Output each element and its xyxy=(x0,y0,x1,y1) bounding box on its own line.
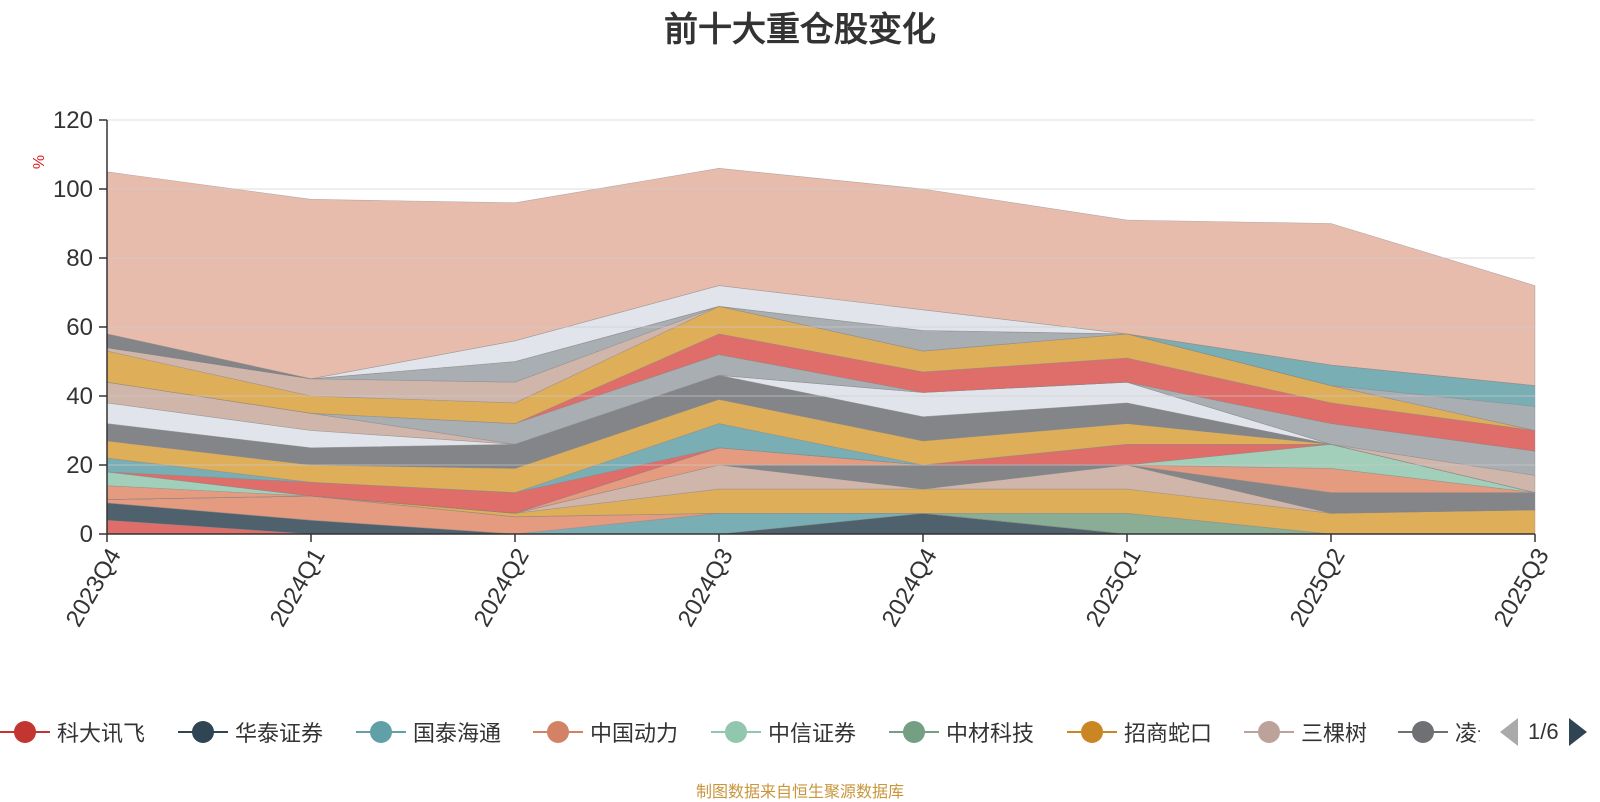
legend-marker-icon xyxy=(1398,717,1448,747)
legend-label: 国泰海通 xyxy=(413,721,502,746)
x-tick-label: 2025Q3 xyxy=(1489,544,1555,631)
legend-marker-icon xyxy=(1244,717,1294,747)
y-tick-label: 20 xyxy=(66,452,93,479)
legend-label: 招商蛇口 xyxy=(1124,721,1213,746)
x-tick-label: 2024Q2 xyxy=(469,544,535,631)
y-tick-label: 40 xyxy=(66,383,93,410)
legend-items: 科大讯飞 华泰证券 国泰海通 中国动力 中信证券 中材科技 招商蛇口 三棵树 凌云股份 xyxy=(0,712,1480,752)
legend-marker-icon xyxy=(178,717,228,747)
legend-prev-icon[interactable] xyxy=(1500,718,1518,746)
area-series-25 xyxy=(106,167,1536,386)
legend-label: 中信证券 xyxy=(768,721,857,746)
legend-item[interactable]: 凌云股份 xyxy=(1398,712,1480,752)
legend-item[interactable]: 华泰证券 xyxy=(178,712,323,752)
x-tick-label: 2025Q2 xyxy=(1285,544,1351,631)
legend-pager: 1/6 xyxy=(1500,712,1587,752)
legend-item[interactable]: 科大讯飞 xyxy=(0,712,145,752)
x-tick-label: 2024Q3 xyxy=(673,544,739,631)
legend: 科大讯飞 华泰证券 国泰海通 中国动力 中信证券 中材科技 招商蛇口 三棵树 凌云股份 xyxy=(0,712,1600,752)
chart-title: 前十大重仓股变化 xyxy=(664,11,936,49)
y-tick-label: 100 xyxy=(53,176,93,203)
legend-item[interactable]: 中国动力 xyxy=(533,712,678,752)
legend-next-icon[interactable] xyxy=(1568,718,1587,746)
legend-label: 科大讯飞 xyxy=(57,721,146,746)
x-tick-label: 2024Q1 xyxy=(265,544,331,631)
legend-marker-icon xyxy=(889,717,939,747)
legend-item[interactable]: 国泰海通 xyxy=(356,712,501,752)
stacked-areas xyxy=(106,167,1536,535)
legend-label: 三棵树 xyxy=(1301,721,1368,746)
legend-marker-icon xyxy=(356,717,406,747)
legend-item[interactable]: 中信证券 xyxy=(711,712,856,752)
legend-label: 中材科技 xyxy=(946,721,1035,746)
legend-marker-icon xyxy=(1067,717,1117,747)
legend-item[interactable]: 招商蛇口 xyxy=(1067,712,1212,752)
legend-page-indicator: 1/6 xyxy=(1528,719,1559,744)
y-tick-label: 60 xyxy=(66,314,93,341)
legend-marker-icon xyxy=(711,717,761,747)
x-tick-label: 2023Q4 xyxy=(61,544,127,631)
legend-marker-icon xyxy=(0,717,50,747)
source-note: 制图数据来自恒生聚源数据库 xyxy=(695,784,904,801)
y-tick-label: 80 xyxy=(66,245,93,272)
legend-item[interactable]: 中材科技 xyxy=(889,712,1034,752)
legend-label: 凌云股份 xyxy=(1455,721,1480,746)
legend-label: 中国动力 xyxy=(590,721,679,746)
y-tick-label: 120 xyxy=(53,107,93,134)
y-tick-label: 0 xyxy=(80,521,93,548)
y-axis-unit: % xyxy=(31,155,48,169)
x-tick-label: 2024Q4 xyxy=(877,544,943,631)
legend-marker-icon xyxy=(533,717,583,747)
legend-label: 华泰证券 xyxy=(235,721,324,746)
x-tick-label: 2025Q1 xyxy=(1081,544,1147,631)
legend-item[interactable]: 三棵树 xyxy=(1244,712,1367,752)
